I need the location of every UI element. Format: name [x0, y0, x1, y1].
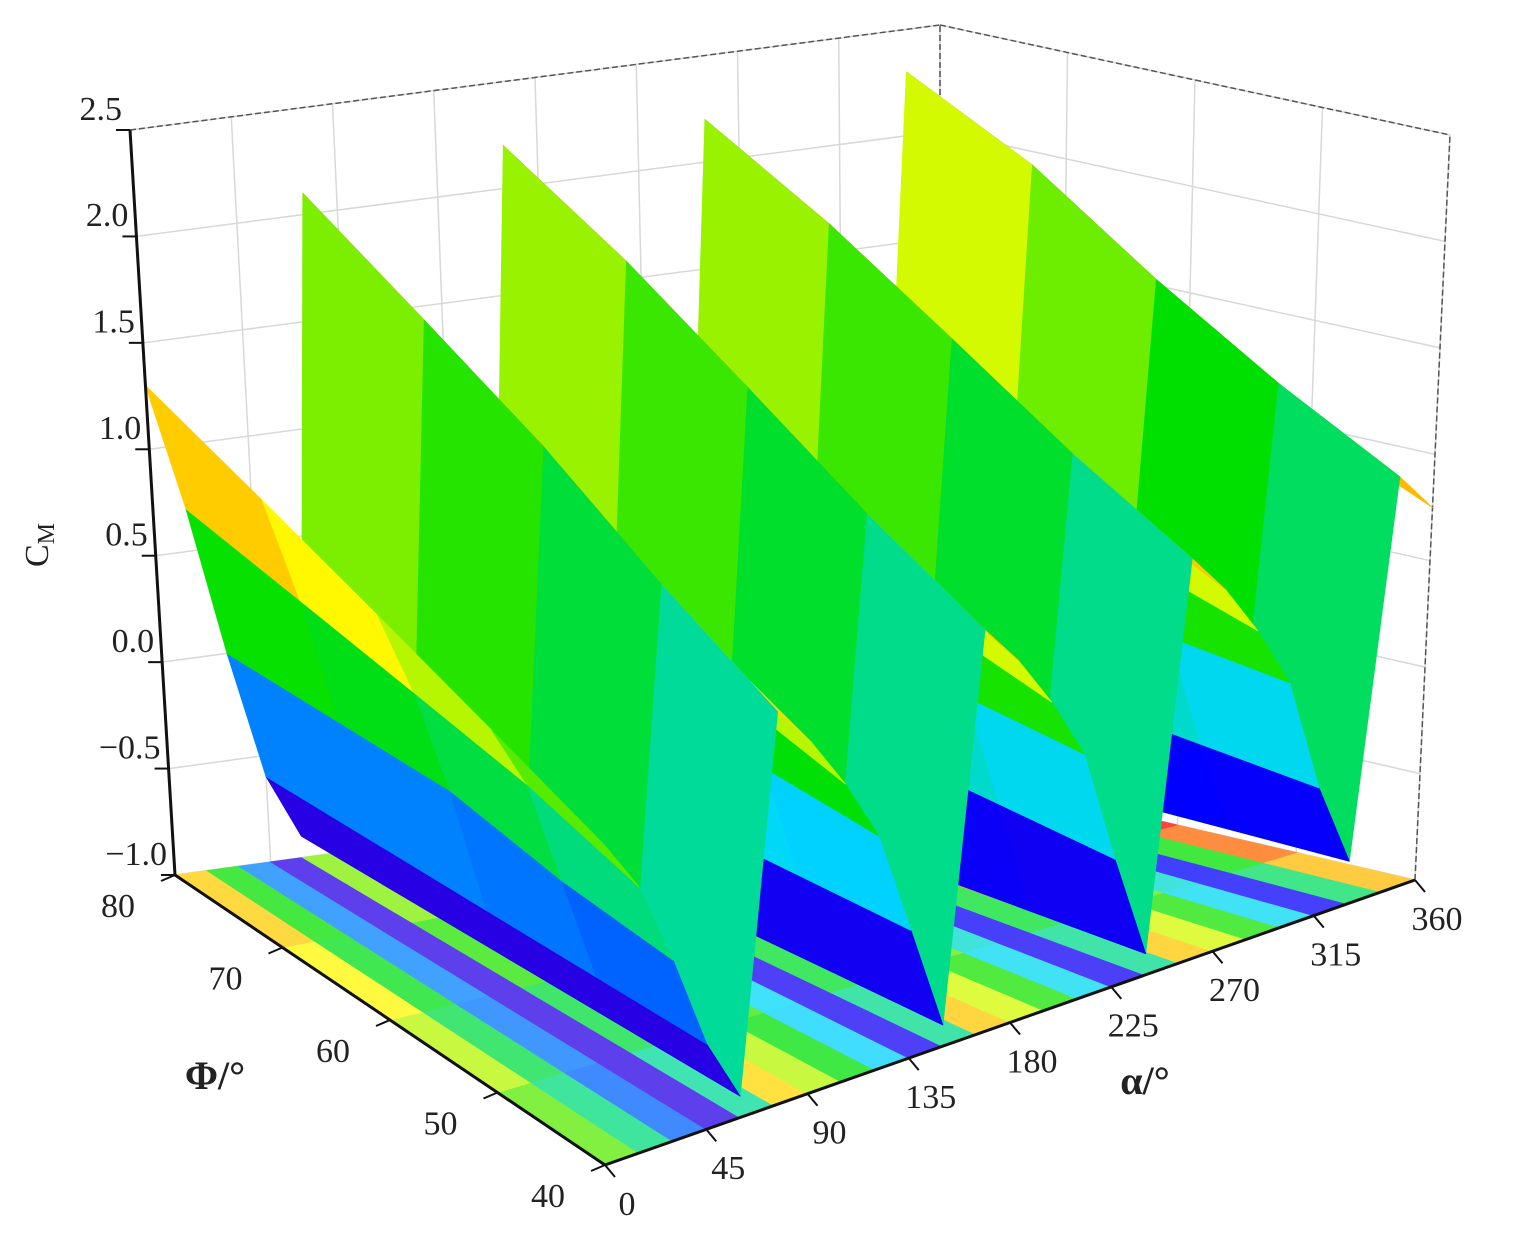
y-tick [268, 946, 283, 955]
surface [144, 71, 1433, 1097]
box-edge [129, 24, 941, 131]
z-tick-label: 1.5 [92, 304, 135, 341]
z-tick-label: −1.0 [105, 836, 167, 873]
axes: −1.0 −0.5 0.0 0.5 1.0 1.5 2.0 2.5 0 45 90 135 180 225… [80, 91, 1463, 1223]
z-tick-label: −0.5 [99, 729, 161, 766]
z-tick-label: 2.0 [86, 197, 129, 234]
x-tick [907, 1057, 920, 1071]
x-tick-label: 0 [619, 1186, 636, 1223]
z-label-main: C [19, 544, 56, 567]
x-tick-label: 90 [813, 1115, 847, 1152]
x-tick [1009, 1021, 1021, 1036]
z-tick-label: 0.5 [105, 517, 148, 554]
x-tick [806, 1093, 819, 1107]
x-tick [1211, 950, 1224, 964]
x-tick-label: 270 [1209, 972, 1260, 1009]
x-tick-label: 225 [1108, 1008, 1159, 1045]
y-tick-label: 80 [101, 888, 135, 925]
grid-line [129, 24, 1451, 136]
y-tick [160, 874, 176, 882]
x-tick [1414, 879, 1426, 893]
y-tick-label: 70 [209, 960, 243, 997]
x-tick [705, 1128, 718, 1143]
y-tick [483, 1091, 498, 1100]
z-tick-label: 1.0 [99, 410, 142, 447]
z-tick-label: 2.5 [80, 91, 123, 128]
y-tick-label: 50 [424, 1105, 458, 1142]
x-tick-label: 135 [905, 1079, 956, 1116]
y-tick-label: 40 [531, 1178, 565, 1215]
y-tick-label: 60 [316, 1033, 350, 1070]
y-axis-label: Φ/° [185, 1053, 245, 1098]
x-tick [1312, 914, 1325, 929]
x-tick [604, 1164, 616, 1178]
y-tick [590, 1164, 606, 1172]
x-tick-label: 315 [1310, 936, 1361, 973]
surface-cell [491, 730, 640, 888]
z-tick-label: 0.0 [112, 623, 155, 660]
x-tick-label: 45 [711, 1150, 745, 1187]
x-tick [1110, 986, 1123, 1000]
x-axis-label: α/° [1120, 1058, 1169, 1103]
z-axis-label: CM [19, 523, 60, 567]
z-axis [128, 129, 177, 876]
x-tick-label: 360 [1412, 901, 1463, 938]
box-edge [939, 24, 1451, 136]
z-label-sub: M [34, 523, 60, 544]
y-tick [375, 1019, 391, 1027]
x-tick-label: 180 [1007, 1043, 1058, 1080]
